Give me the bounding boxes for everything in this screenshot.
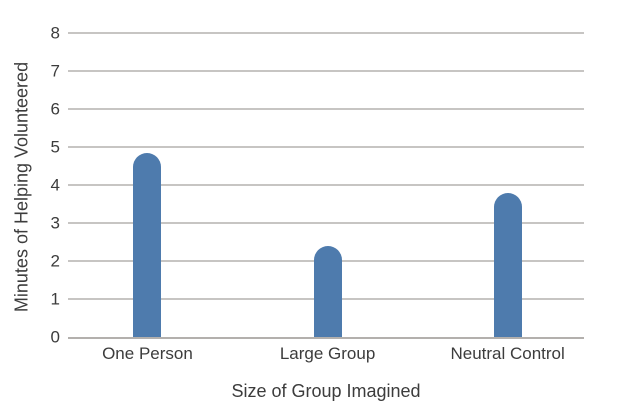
x-tick-label-one-person: One Person [102,344,193,363]
x-tick-label-large-group: Large Group [279,344,376,363]
y-tick-label-2: 2 [50,251,60,271]
x-axis-labels: One Person Large Group Neutral Control [68,344,584,366]
y-tick-label-4: 4 [50,175,60,195]
x-tick-label-neutral-control: Neutral Control [450,344,565,363]
y-tick-label-1: 1 [50,289,60,309]
x-axis-title: Size of Group Imagined [231,381,421,401]
gridline-6 [68,108,584,110]
y-axis-ticks: 0 1 2 3 4 5 6 7 8 [0,25,60,346]
gridline-3 [68,222,584,224]
y-tick-label-0: 0 [50,327,60,347]
bar-neutral-control [493,192,522,337]
gridline-5 [68,146,584,148]
y-tick-label-5: 5 [50,137,60,157]
y-tick-label-6: 6 [50,99,60,119]
gridline-4 [68,184,584,186]
y-tick-label-3: 3 [50,213,60,233]
gridline-7 [68,70,584,72]
gridline-8 [68,32,584,34]
bar-large-group [313,245,342,337]
y-tick-label-7: 7 [50,61,60,81]
plot-area [68,32,584,339]
y-tick-label-8: 8 [50,23,60,43]
bar-one-person [133,152,162,337]
